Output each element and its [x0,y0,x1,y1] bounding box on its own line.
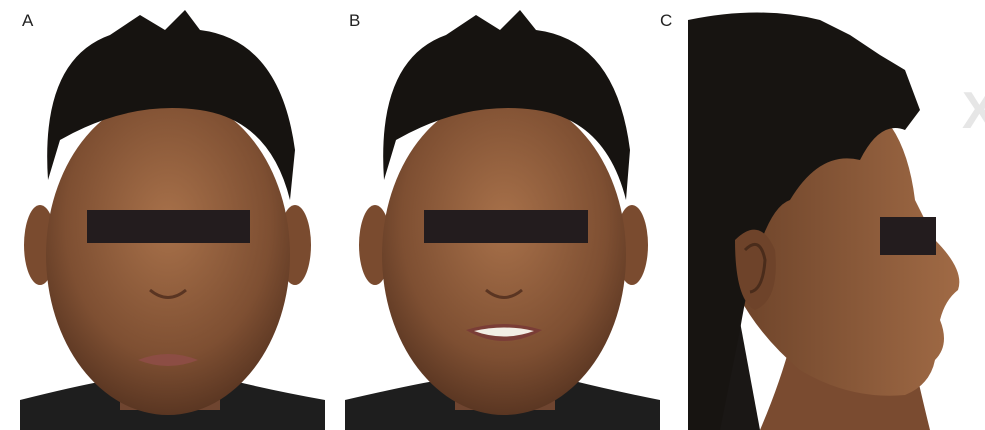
watermark: X [962,82,985,140]
photo-profile [688,13,959,430]
censor-bar [87,210,250,243]
censor-bar [880,217,936,255]
panel-label: B [349,11,360,30]
photo-frontal-rest [20,10,325,430]
figure: X A B C [0,0,985,430]
censor-bar [424,210,588,243]
panel-label: C [660,11,672,30]
panel-label: A [22,11,34,30]
photo-frontal-smile [345,10,660,430]
